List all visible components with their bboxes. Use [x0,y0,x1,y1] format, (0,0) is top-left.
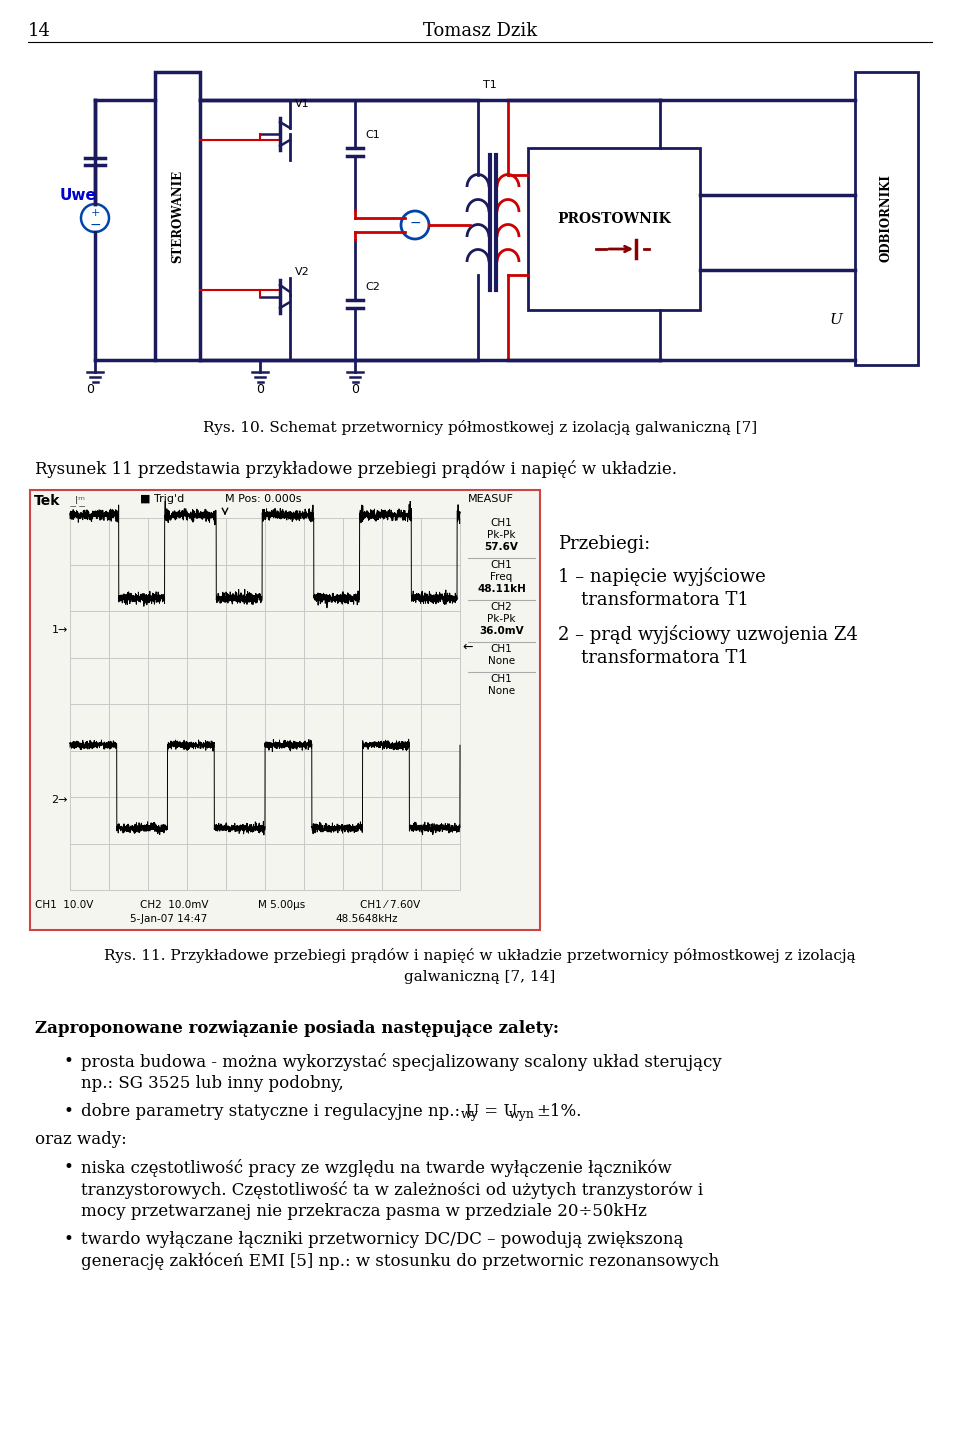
Text: 36.0mV: 36.0mV [479,626,524,636]
Text: Freq: Freq [491,572,513,582]
Text: 1→: 1→ [52,625,68,635]
Text: 5-Jan-07 14:47: 5-Jan-07 14:47 [130,914,207,924]
Text: Tomasz Dzik: Tomasz Dzik [422,22,538,40]
Text: C1: C1 [365,130,380,140]
Text: −: − [409,216,420,230]
Text: CH2: CH2 [491,602,513,612]
Text: CH1: CH1 [491,560,513,570]
Text: Pk-Pk: Pk-Pk [488,613,516,624]
Text: Tek: Tek [34,494,60,508]
Text: T1: T1 [483,81,497,89]
Text: STEROWANIE: STEROWANIE [171,170,184,262]
Text: CH2  10.0mV: CH2 10.0mV [140,900,208,910]
Bar [528,148,700,310]
Text: generację zakłóceń EMI [5] np.: w stosunku do przetwornic rezonansowych: generację zakłóceń EMI [5] np.: w stosun… [81,1253,719,1270]
Text: CH1: CH1 [491,644,513,654]
Text: 48.5648kHz: 48.5648kHz [335,914,397,924]
Text: C2: C2 [365,282,380,292]
Text: galwaniczną [7, 14]: galwaniczną [7, 14] [404,971,556,984]
Text: 0: 0 [86,383,94,396]
Text: −: − [89,217,101,232]
Bar [30,490,540,930]
Text: mocy przetwarzanej nie przekracza pasma w przedziale 20÷50kHz: mocy przetwarzanej nie przekracza pasma … [81,1202,647,1220]
Text: •: • [63,1103,73,1120]
Text: wy: wy [461,1107,479,1120]
Text: None: None [488,657,516,665]
Text: +: + [90,207,100,217]
Text: 2 – prąd wyjściowy uzwojenia Z4: 2 – prąd wyjściowy uzwojenia Z4 [558,625,858,644]
Text: ■ Trig'd: ■ Trig'd [140,494,184,504]
Text: np.: SG 3525 lub inny podobny,: np.: SG 3525 lub inny podobny, [81,1076,344,1092]
Text: Przebiegi:: Przebiegi: [558,536,650,553]
Text: CH1 ⁄ 7.60V: CH1 ⁄ 7.60V [360,900,420,910]
Bar [855,72,918,364]
Text: 57.6V: 57.6V [485,541,518,552]
Text: PROSTOWNIK: PROSTOWNIK [557,212,671,226]
Text: 48.11kH: 48.11kH [477,585,526,593]
Text: U: U [829,312,843,327]
Text: None: None [488,685,516,696]
Text: CH1: CH1 [491,674,513,684]
Text: CH1  10.0V: CH1 10.0V [35,900,93,910]
Text: Pk-Pk: Pk-Pk [488,530,516,540]
Text: 0: 0 [351,383,359,396]
Text: M 5.00μs: M 5.00μs [258,900,305,910]
Text: oraz wady:: oraz wady: [35,1130,127,1148]
Text: = U: = U [479,1103,517,1120]
Text: twardo wyłączane łączniki przetwornicy DC/DC – powodują zwiększoną: twardo wyłączane łączniki przetwornicy D… [81,1231,684,1248]
Text: 0: 0 [256,383,264,396]
Text: Rys. 10. Schemat przetwornicy półmostkowej z izolacją galwaniczną [7]: Rys. 10. Schemat przetwornicy półmostkow… [203,420,757,435]
Text: •: • [63,1159,73,1176]
Text: Uwe: Uwe [60,187,97,203]
Text: MEASUF: MEASUF [468,494,514,504]
Text: M Pos: 0.000s: M Pos: 0.000s [225,494,301,504]
Text: dobre parametry statyczne i regulacyjne np.: U: dobre parametry statyczne i regulacyjne … [81,1103,479,1120]
Text: Rys. 11. Przykładowe przebiegi prądów i napięć w układzie przetwornicy półmostko: Rys. 11. Przykładowe przebiegi prądów i … [105,948,855,963]
Bar [155,72,200,360]
Text: prosta budowa - można wykorzystać specjalizowany scalony układ sterujący: prosta budowa - można wykorzystać specja… [81,1053,722,1071]
Text: ODBIORNIKI: ODBIORNIKI [880,174,893,262]
Text: wyn: wyn [509,1107,535,1120]
Text: Rysunek 11 przedstawia przykładowe przebiegi prądów i napięć w układzie.: Rysunek 11 przedstawia przykładowe przeb… [35,459,677,478]
Text: 1 – napięcie wyjściowe: 1 – napięcie wyjściowe [558,567,766,586]
Text: niska częstotliwość pracy ze względu na twarde wyłączenie łączników: niska częstotliwość pracy ze względu na … [81,1159,672,1176]
Text: ±1%.: ±1%. [536,1103,582,1120]
Text: 14: 14 [28,22,51,40]
Text: 2→: 2→ [52,795,68,805]
Text: V2: V2 [295,266,310,276]
Text: ←: ← [462,641,472,654]
Text: tranzystorowych. Częstotliwość ta w zależności od użytych tranzystorów i: tranzystorowych. Częstotliwość ta w zale… [81,1181,703,1200]
Text: ̲̲lᵐ̲̲: ̲̲lᵐ̲̲ [76,495,86,505]
Text: Zaproponowane rozwiązanie posiada następujące zalety:: Zaproponowane rozwiązanie posiada następ… [35,1020,559,1037]
Text: •: • [63,1053,73,1070]
Text: transformatora T1: transformatora T1 [558,590,749,609]
Text: •: • [63,1231,73,1248]
Text: transformatora T1: transformatora T1 [558,649,749,667]
Text: CH1: CH1 [491,518,513,528]
Text: V1: V1 [295,99,310,109]
